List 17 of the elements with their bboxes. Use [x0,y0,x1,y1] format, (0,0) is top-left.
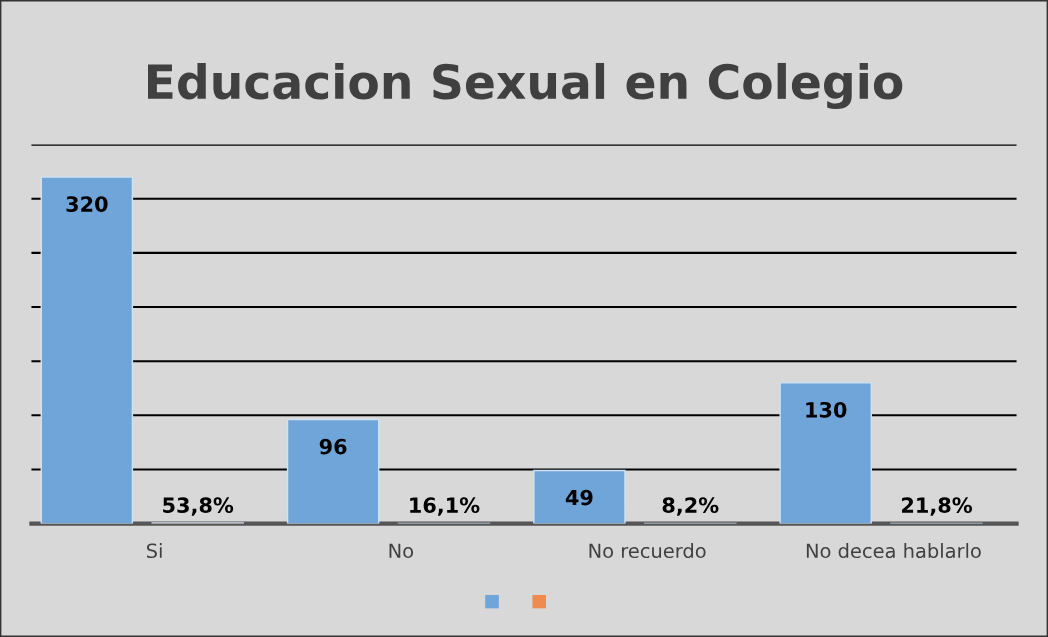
data-label: 53,8% [163,497,234,516]
data-label: 130 [806,401,847,418]
data-label: 320 [66,196,108,212]
data-label: 16,1% [410,497,480,516]
data-label: 21,8% [902,497,972,516]
data-label: 49 [565,489,593,506]
data-label: 96 [319,438,347,455]
x-tick-label: No decea hablarlo [806,543,981,559]
bar [779,382,872,524]
data-label: 8,2% [662,497,719,516]
bar [533,469,626,524]
x-tick-label: Si [146,543,162,559]
x-tick-label: No [389,543,414,559]
bar [40,176,134,524]
bar [286,418,380,524]
x-tick-label: No recuerdo [589,543,706,559]
chart-title: Educacion Sexual en Colegio [148,62,903,110]
